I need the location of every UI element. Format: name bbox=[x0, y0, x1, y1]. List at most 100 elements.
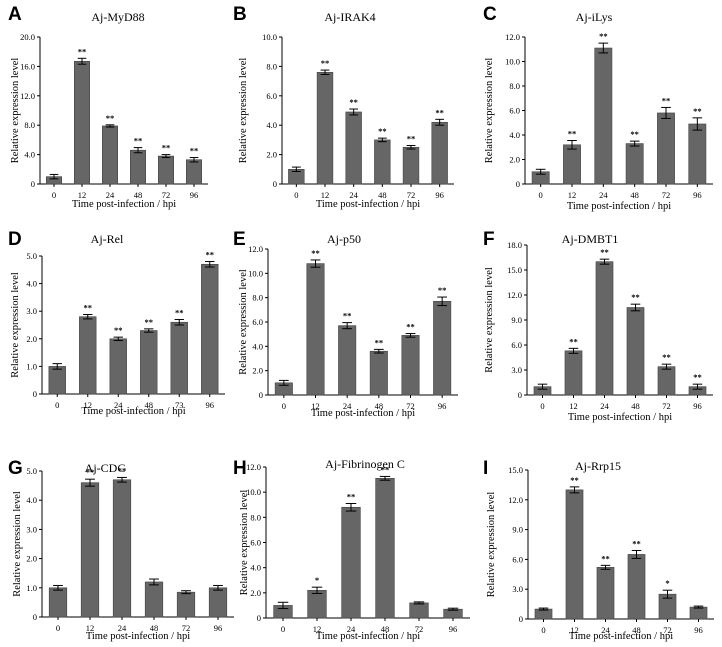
significance-label: ** bbox=[662, 95, 671, 105]
x-axis-label: Time post-infection / hpi bbox=[568, 412, 672, 423]
significance-label: * bbox=[665, 578, 669, 588]
bar bbox=[563, 144, 581, 185]
x-tick-label: 72 bbox=[407, 190, 416, 200]
bar bbox=[176, 591, 196, 618]
y-tick-label: 6.0 bbox=[512, 554, 523, 564]
bar bbox=[689, 606, 708, 620]
x-tick-label: 73 bbox=[175, 400, 184, 410]
y-tick-label: 10.0 bbox=[262, 32, 277, 42]
panel-letter: B bbox=[233, 4, 247, 25]
significance-label: ** bbox=[600, 247, 609, 257]
chart-title: Aj-Fibrinogen C bbox=[325, 457, 405, 471]
y-tick-label: 6.0 bbox=[509, 106, 520, 116]
y-axis-label: Relative expression level bbox=[486, 492, 497, 598]
x-tick-label: 48 bbox=[631, 401, 640, 411]
chart-panel-b: B Aj-IRAK4 0 2.0 4.0 6.0 8.0 10.0 0 ** 12 ** 24 ** 48 *… bbox=[233, 4, 454, 210]
panel-letter: A bbox=[8, 4, 22, 25]
significance-label: ** bbox=[118, 465, 127, 475]
x-axis-label: Time post-infection / hpi bbox=[81, 406, 185, 417]
bar bbox=[657, 366, 676, 396]
significance-label: ** bbox=[693, 372, 702, 382]
bar bbox=[402, 146, 420, 185]
x-tick-label: 12 bbox=[311, 401, 320, 411]
significance-label: ** bbox=[84, 303, 93, 313]
x-tick-label: 96 bbox=[214, 623, 223, 633]
bar bbox=[345, 111, 362, 185]
y-tick-label: 12.0 bbox=[246, 462, 261, 472]
chart-title: Aj-p50 bbox=[327, 232, 361, 246]
y-tick-label: 0 bbox=[257, 613, 261, 623]
x-tick-label: 24 bbox=[343, 401, 352, 411]
significance-label: ** bbox=[375, 337, 384, 347]
significance-label: ** bbox=[381, 464, 390, 474]
x-tick-label: 48 bbox=[630, 190, 639, 200]
significance-label: ** bbox=[145, 317, 154, 327]
panel-letter: I bbox=[483, 458, 488, 479]
x-axis-label: Time post-infection / hpi bbox=[311, 408, 415, 419]
x-tick-label: 96 bbox=[693, 401, 702, 411]
bar bbox=[80, 482, 100, 618]
y-tick-label: 15.0 bbox=[508, 465, 523, 475]
y-axis-label: Relative expression level bbox=[238, 269, 249, 375]
significance-label: ** bbox=[630, 129, 639, 139]
x-tick-label: 96 bbox=[449, 624, 458, 634]
y-tick-label: 0 bbox=[31, 179, 35, 189]
y-axis-label: Relative expression level bbox=[10, 58, 21, 164]
panel-letter: E bbox=[233, 229, 246, 250]
y-tick-label: 9.0 bbox=[512, 525, 523, 535]
significance-label: ** bbox=[407, 133, 416, 143]
y-tick-label: 8.0 bbox=[509, 81, 520, 91]
y-tick-label: 5.0 bbox=[26, 466, 37, 476]
x-tick-label: 48 bbox=[150, 623, 159, 633]
chart-panel-h: H Aj-Fibrinogen C 0 2.0 4.0 6.0 8.0 10.0 12.0 0 * 1… bbox=[233, 457, 470, 642]
y-tick-label: 12.0 bbox=[505, 32, 520, 42]
y-tick-label: 2.0 bbox=[509, 155, 520, 165]
y-axis-label: Relative expression level bbox=[484, 58, 495, 164]
bar bbox=[626, 307, 645, 396]
y-tick-label: 4.0 bbox=[24, 150, 35, 160]
y-tick-label: 3.0 bbox=[26, 306, 37, 316]
significance-label: ** bbox=[438, 285, 447, 295]
y-tick-label: 0 bbox=[259, 390, 263, 400]
chart-title: Aj-Rrp15 bbox=[575, 459, 621, 473]
x-tick-label: 24 bbox=[114, 400, 123, 410]
bar bbox=[201, 263, 219, 395]
y-tick-label: 5.0 bbox=[26, 251, 37, 261]
x-tick-label: 12 bbox=[568, 190, 577, 200]
x-tick-label: 12 bbox=[78, 190, 87, 200]
significance-label: ** bbox=[568, 129, 577, 139]
x-tick-label: 96 bbox=[438, 401, 447, 411]
x-tick-label: 0 bbox=[539, 190, 543, 200]
panel-letter: D bbox=[8, 229, 22, 250]
chart-title: Aj-DMBT1 bbox=[562, 232, 619, 246]
x-tick-label: 12 bbox=[570, 625, 579, 635]
y-axis-label: Relative expression level bbox=[12, 491, 23, 597]
x-tick-label: 48 bbox=[381, 624, 390, 634]
x-tick-label: 72 bbox=[662, 401, 671, 411]
x-axis-label: Time post-infection / hpi bbox=[316, 199, 420, 210]
bar bbox=[186, 159, 203, 185]
x-tick-label: 72 bbox=[162, 190, 171, 200]
bar bbox=[109, 338, 127, 395]
y-tick-label: 8.0 bbox=[252, 293, 263, 303]
bar bbox=[595, 261, 614, 396]
x-tick-label: 72 bbox=[662, 190, 671, 200]
x-tick-label: 96 bbox=[435, 190, 444, 200]
x-tick-label: 48 bbox=[378, 190, 387, 200]
bar bbox=[48, 587, 68, 618]
x-tick-label: 96 bbox=[694, 625, 703, 635]
significance-label: ** bbox=[569, 336, 578, 346]
x-axis-label: Time post-infection / hpi bbox=[567, 201, 671, 212]
y-tick-label: 3.0 bbox=[511, 365, 522, 375]
bar bbox=[431, 121, 448, 185]
x-tick-label: 24 bbox=[106, 190, 115, 200]
bar bbox=[158, 155, 175, 185]
significance-label: ** bbox=[86, 467, 95, 477]
significance-label: ** bbox=[321, 58, 330, 68]
chart-panel-f: F Aj-DMBT1 0 3.0 6.0 9.0 12.0 15.0 18.0 0 ** 12 ** 24… bbox=[483, 229, 713, 423]
x-tick-label: 48 bbox=[632, 625, 641, 635]
panel-letter: G bbox=[8, 458, 23, 479]
chart-title: Aj-Rel bbox=[91, 232, 124, 246]
bar bbox=[79, 316, 97, 395]
y-tick-label: 1.0 bbox=[26, 583, 37, 593]
